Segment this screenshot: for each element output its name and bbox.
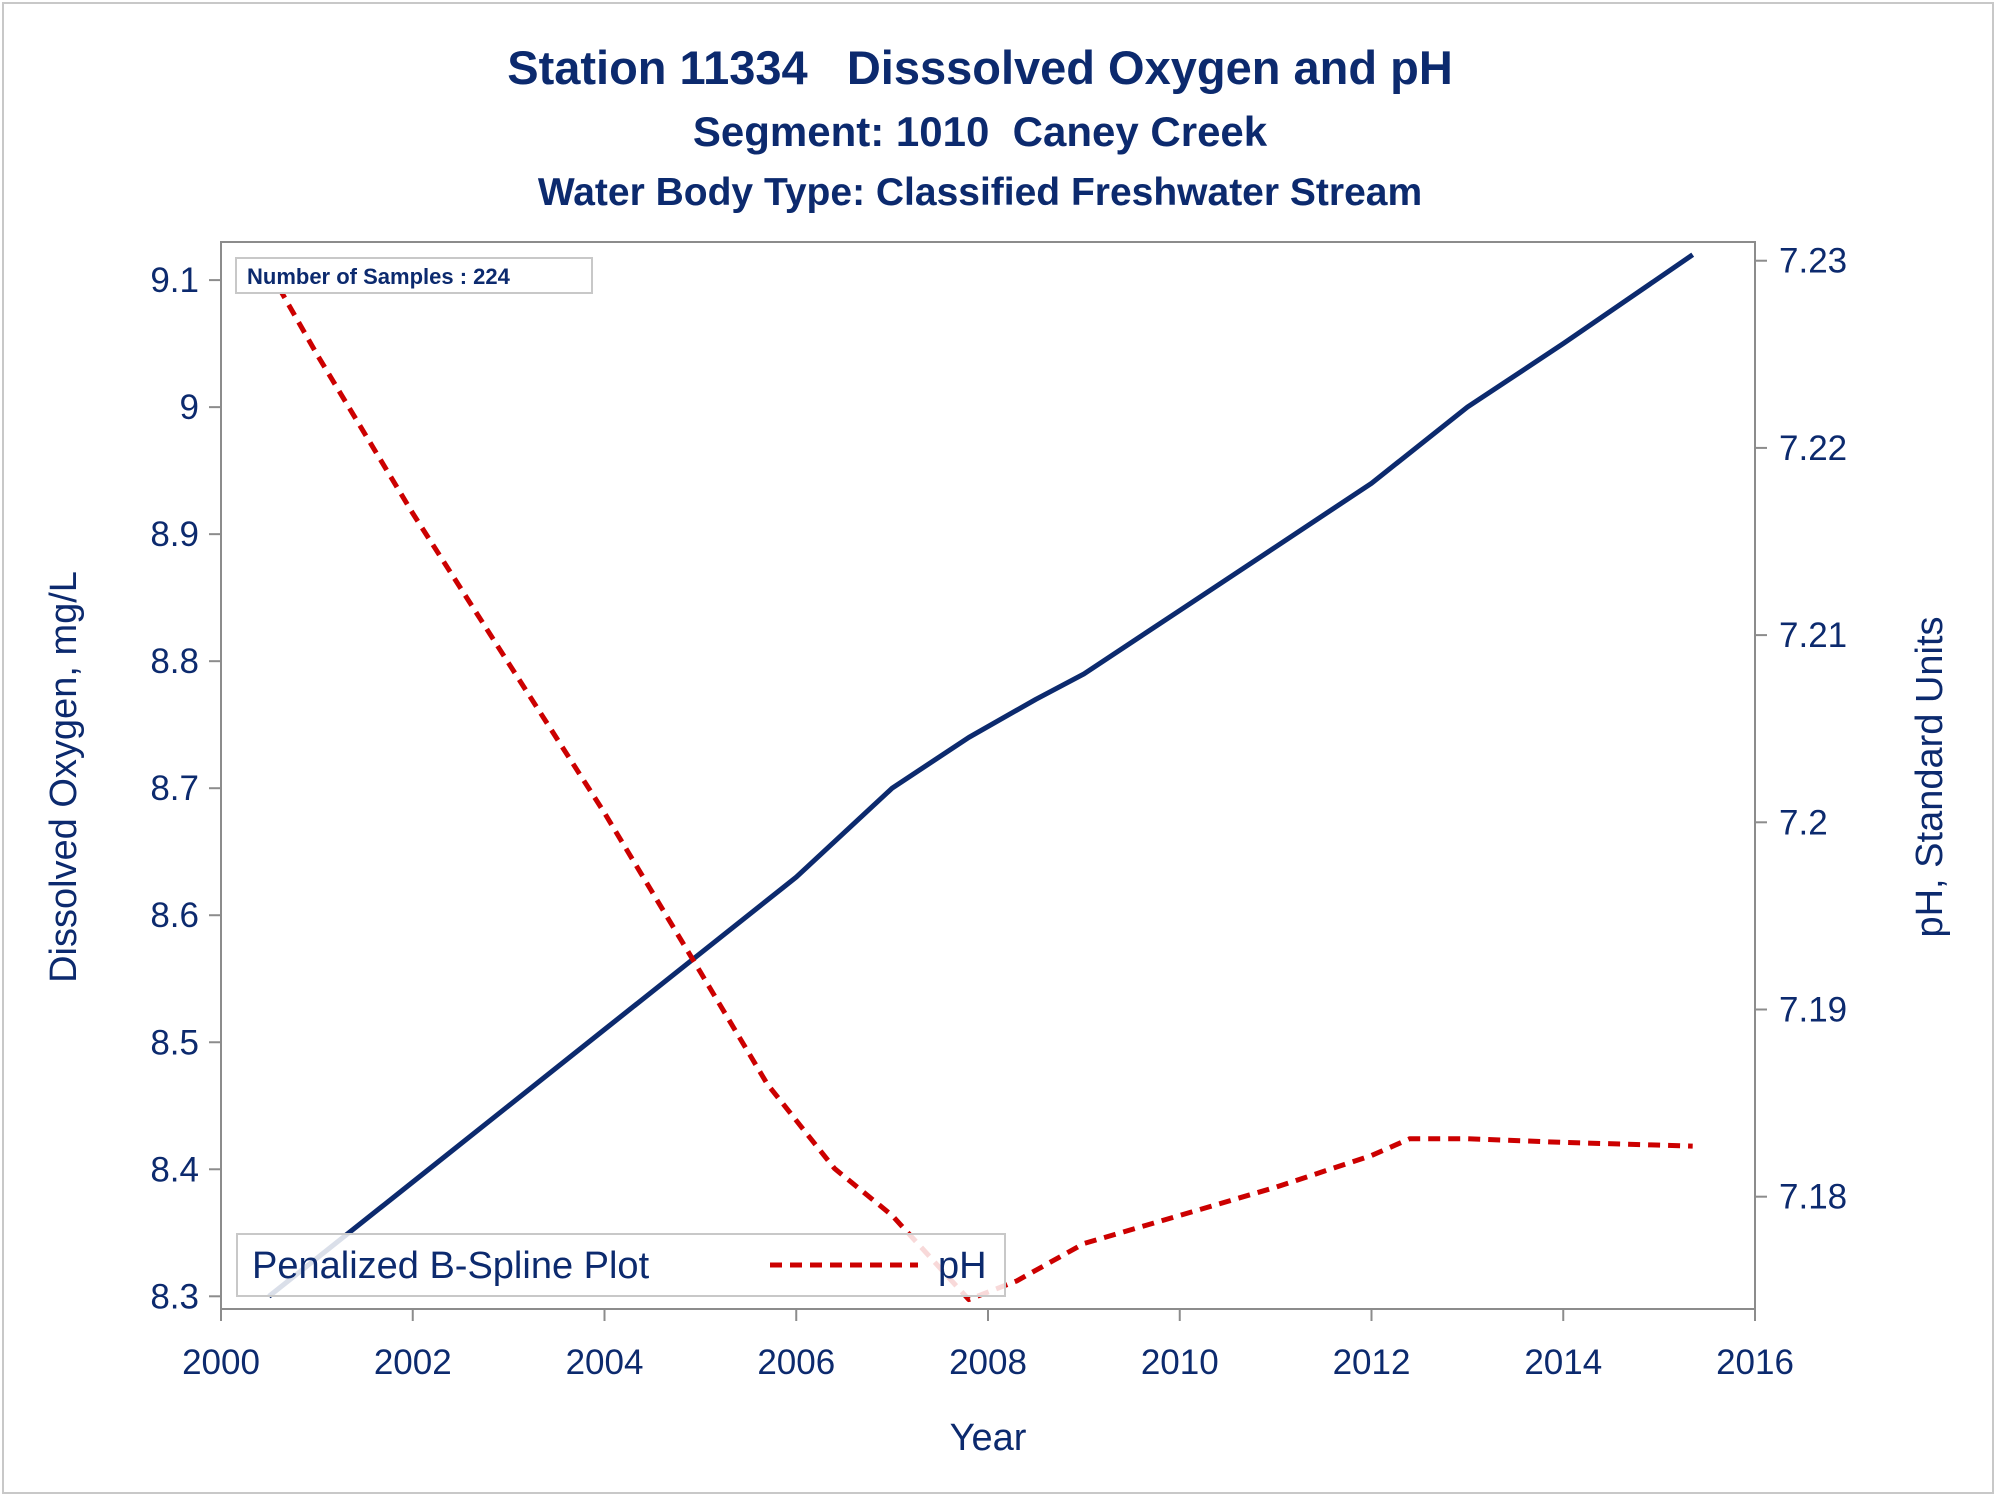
x-tick-label: 2012 — [1333, 1343, 1411, 1382]
y-tick-label: 9.1 — [150, 261, 199, 300]
x-axis-label: Year — [950, 1417, 1027, 1459]
legend-label-ph: pH — [938, 1245, 987, 1287]
y2-tick-label: 7.23 — [1779, 242, 1847, 281]
x-tick-label: 2004 — [566, 1343, 644, 1382]
series-layer — [266, 252, 1695, 1303]
legend-title: Penalized B-Spline Plot — [252, 1245, 650, 1287]
x-tick-label: 2016 — [1716, 1343, 1794, 1382]
x-tick-label: 2002 — [374, 1343, 452, 1382]
y2-axis-label: pH, Standard Units — [1909, 616, 1951, 937]
y-tick-label: 8.4 — [150, 1150, 199, 1189]
y2-tick-label: 7.19 — [1779, 990, 1847, 1029]
series-line-dissolved-oxygen — [267, 252, 1695, 1299]
y-tick-label: 8.3 — [150, 1277, 199, 1316]
y-tick-label: 8.9 — [150, 515, 199, 554]
chart-title: Station 11334 Disssolved Oxygen and pH — [507, 41, 1453, 94]
y-axis-label: Dissolved Oxygen, mg/L — [43, 571, 85, 983]
x-axis: 2000 2002 2004 2006 2008 2010 2012 2014 2016 — [182, 1309, 1794, 1382]
y-tick-label: 9 — [180, 388, 199, 427]
sample-count-box — [235, 257, 593, 294]
sample-count-label: Number of Samples : 224 — [247, 264, 511, 289]
x-tick-label: 2006 — [757, 1343, 835, 1382]
y-axis-left: 8.3 8.4 8.5 8.6 8.7 8.8 8.9 9 9.1 — [150, 261, 221, 1316]
y-axis-right: 7.18 7.19 7.2 7.21 7.22 7.23 — [1755, 242, 1847, 1217]
chart-subtitle: Segment: 1010 Caney Creek — [693, 108, 1268, 155]
y2-tick-label: 7.2 — [1779, 803, 1828, 842]
y-tick-label: 8.8 — [150, 642, 199, 681]
legend: Penalized B-Spline Plot pH — [236, 1233, 1006, 1297]
y2-tick-label: 7.22 — [1779, 429, 1847, 468]
x-tick-label: 2014 — [1524, 1343, 1602, 1382]
y-tick-label: 8.6 — [150, 896, 199, 935]
y-tick-label: 8.7 — [150, 769, 199, 808]
y2-tick-label: 7.21 — [1779, 616, 1847, 655]
x-tick-label: 2000 — [182, 1343, 260, 1382]
x-tick-label: 2008 — [949, 1343, 1027, 1382]
chart-subtitle-2: Water Body Type: Classified Freshwater S… — [538, 171, 1422, 214]
y-tick-label: 8.5 — [150, 1023, 199, 1062]
series-line-ph — [266, 268, 1693, 1303]
x-tick-label: 2010 — [1141, 1343, 1219, 1382]
y2-tick-label: 7.18 — [1779, 1178, 1847, 1217]
